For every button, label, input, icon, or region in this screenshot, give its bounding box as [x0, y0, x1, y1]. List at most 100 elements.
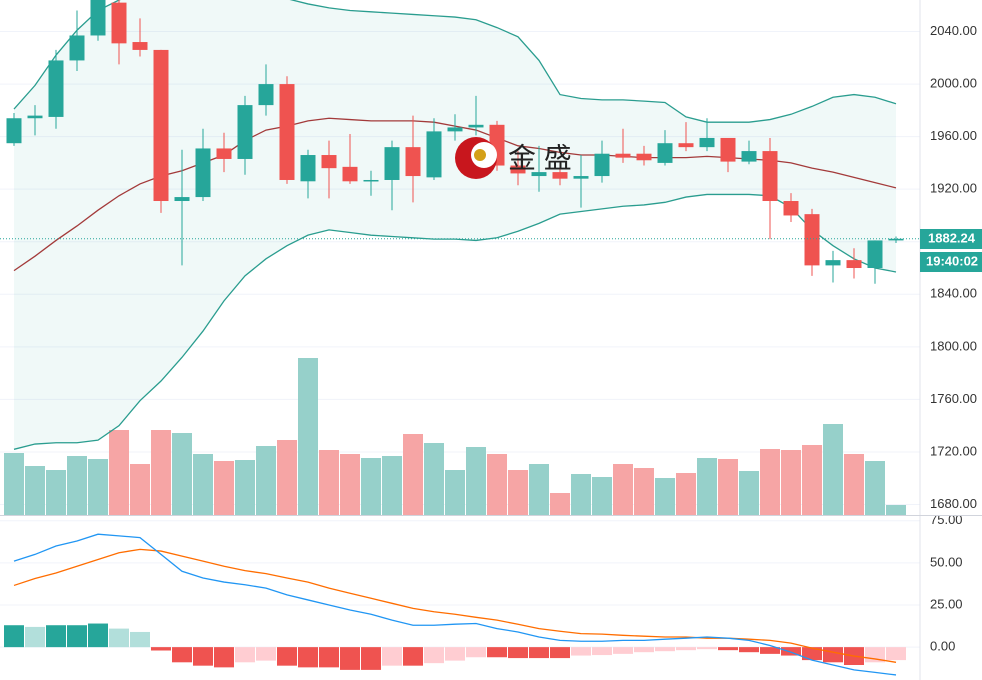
candle-body — [300, 155, 316, 182]
histogram-bar — [781, 647, 801, 656]
candle-body — [153, 49, 169, 202]
candle-body — [846, 260, 862, 269]
candle-body — [552, 172, 568, 179]
volume-bar — [445, 470, 465, 515]
price-axis: 1680.001720.001760.001800.001840.001880.… — [930, 23, 977, 654]
volume-bar — [823, 424, 843, 515]
volume-bar — [655, 478, 675, 515]
histogram-bar — [655, 647, 675, 652]
candle-body — [48, 60, 64, 117]
candle-body — [720, 137, 736, 162]
macd-line — [13, 533, 897, 676]
candle-body — [27, 115, 43, 119]
candle-body — [363, 179, 379, 182]
histogram-bar — [697, 647, 717, 650]
volume-bar — [298, 358, 318, 515]
histogram-bar — [214, 647, 234, 668]
candle-body — [867, 240, 883, 269]
histogram-bar — [445, 647, 465, 661]
candle-body — [258, 84, 274, 106]
histogram-bar — [382, 647, 402, 666]
candle-body — [825, 260, 841, 266]
volume-bar — [571, 474, 591, 515]
candle-body — [468, 124, 484, 128]
countdown-box — [920, 252, 982, 272]
y-tick-label: 2040.00 — [930, 23, 977, 38]
volume-bar — [235, 460, 255, 515]
volume-bar — [25, 466, 45, 515]
candle-body — [195, 148, 211, 198]
y-tick-label: 2000.00 — [930, 76, 977, 91]
candle-body — [132, 42, 148, 50]
histogram-bar — [277, 647, 297, 666]
signal-line — [13, 548, 897, 663]
histogram-bar — [4, 625, 24, 648]
candle-body — [69, 35, 85, 61]
candle-body — [237, 105, 253, 159]
logo-dot — [474, 149, 486, 161]
histogram-bar — [172, 647, 192, 663]
histogram-bar — [592, 647, 612, 656]
volume-bar — [781, 450, 801, 515]
candle-body — [216, 148, 232, 159]
volume-bar — [46, 470, 66, 515]
candle-body — [510, 165, 526, 174]
y-tick-label: 1840.00 — [930, 286, 977, 301]
candle-body — [888, 238, 904, 241]
volume-bar — [529, 464, 549, 515]
y-tick-label: 0.00 — [930, 639, 955, 654]
volume-bar — [676, 473, 696, 515]
price-pane — [0, 0, 920, 515]
candle-body — [636, 153, 652, 161]
volume-bar — [256, 446, 276, 515]
histogram-bar — [676, 647, 696, 651]
candle-body — [342, 166, 358, 182]
volume-bar — [466, 447, 486, 515]
candle-body — [804, 214, 820, 266]
histogram-bar — [25, 626, 45, 648]
y-tick-label: 75.00 — [930, 512, 963, 527]
volume-bar — [4, 453, 24, 515]
candle-body — [615, 153, 631, 158]
histogram-bar — [802, 647, 822, 661]
volume-bar — [151, 430, 171, 515]
histogram-bar — [529, 647, 549, 659]
candle-body — [90, 0, 106, 36]
volume-bar — [403, 434, 423, 515]
volume-bar — [340, 454, 360, 515]
histogram-bar — [424, 647, 444, 664]
histogram-bar — [760, 647, 780, 654]
histogram-bar — [319, 647, 339, 668]
volume-bar — [760, 449, 780, 515]
candle-body — [531, 172, 547, 177]
volume-bar — [172, 433, 192, 515]
volume-bar — [214, 461, 234, 515]
histogram-bar — [109, 628, 129, 648]
candle-body — [762, 151, 778, 202]
band-lower — [13, 193, 897, 450]
candle-body — [783, 201, 799, 216]
candle-body — [678, 143, 694, 148]
histogram-bar — [151, 647, 171, 651]
candle-body — [447, 127, 463, 132]
candle-body — [594, 153, 610, 177]
volume-bar — [508, 470, 528, 515]
candle-body — [111, 2, 127, 44]
histogram-bar — [340, 647, 360, 670]
volume-bar — [319, 450, 339, 515]
volume-bar — [802, 445, 822, 515]
histogram-bar — [88, 623, 108, 648]
candle-body — [384, 147, 400, 180]
histogram-bar — [235, 647, 255, 663]
histogram-bar — [571, 647, 591, 656]
candle-body — [279, 84, 295, 180]
last-price-label: 1882.24 — [928, 230, 976, 245]
volume-bar — [67, 456, 87, 515]
volume-bar — [130, 464, 150, 515]
volume-bar — [739, 471, 759, 515]
candle-body — [573, 176, 589, 179]
histogram-bar — [739, 647, 759, 653]
volume-bar — [718, 459, 738, 515]
histogram-bar — [361, 647, 381, 670]
